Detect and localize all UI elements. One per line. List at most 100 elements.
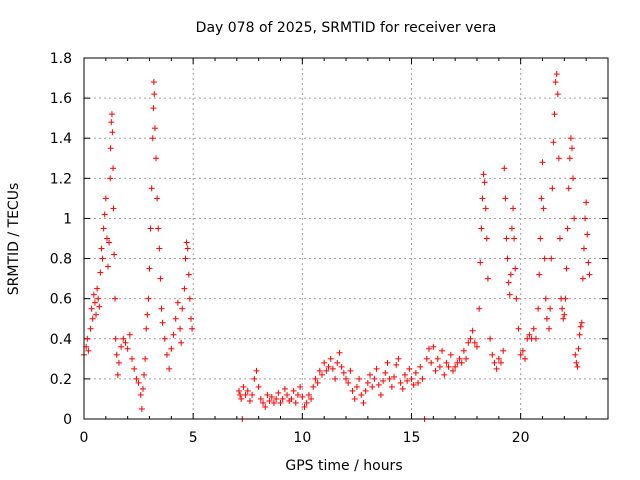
plot-frame [83, 57, 609, 420]
data-point [393, 361, 400, 368]
data-point [380, 377, 387, 384]
data-point [310, 383, 317, 390]
data-point [93, 311, 100, 318]
data-point [255, 383, 262, 390]
data-point [538, 195, 545, 202]
data-point [447, 351, 454, 358]
data-point [124, 345, 131, 352]
data-point [487, 335, 494, 342]
data-point [260, 399, 267, 406]
data-point [503, 235, 510, 242]
data-point [148, 185, 155, 192]
data-points [81, 71, 593, 422]
data-point [273, 395, 280, 402]
data-point [110, 165, 117, 172]
data-point [325, 363, 332, 370]
data-point [577, 323, 584, 330]
data-point [151, 125, 158, 132]
data-point [303, 399, 310, 406]
data-point [583, 199, 590, 206]
data-point [166, 365, 173, 372]
data-point [452, 363, 459, 370]
chart-title: Day 078 of 2025, SRMTID for receiver ver… [196, 20, 497, 36]
data-point [279, 395, 286, 402]
data-point [384, 359, 391, 366]
data-point [277, 399, 284, 406]
data-point [482, 205, 489, 212]
data-point [151, 91, 158, 98]
data-point [172, 315, 179, 322]
data-point [115, 359, 122, 366]
data-point [174, 299, 181, 306]
data-point [170, 331, 177, 338]
x-axis-label: GPS time / hours [285, 458, 402, 474]
y-tick-label: 0 [63, 412, 72, 428]
data-point [281, 385, 288, 392]
data-point [432, 367, 439, 374]
data-point [391, 373, 398, 380]
data-point [526, 331, 533, 338]
data-point [550, 139, 557, 146]
data-point [288, 395, 295, 402]
data-point [131, 365, 138, 372]
data-point [334, 359, 341, 366]
y-tick-label: 0.4 [50, 332, 72, 348]
data-point [465, 339, 472, 346]
data-point [551, 111, 558, 118]
data-point [362, 387, 369, 394]
data-point [301, 403, 308, 410]
data-point [513, 295, 520, 302]
data-point [353, 383, 360, 390]
data-point [112, 295, 119, 302]
data-point [155, 225, 162, 232]
data-point [549, 185, 556, 192]
data-point [305, 391, 312, 398]
data-point [111, 251, 118, 258]
data-point [404, 377, 411, 384]
x-tick-label: 20 [512, 430, 530, 446]
data-point [474, 343, 480, 350]
data-point [179, 305, 186, 312]
y-tick-label: 0.6 [50, 292, 72, 308]
data-point [547, 305, 554, 312]
data-point [158, 305, 165, 312]
data-point [314, 379, 321, 386]
data-point [542, 295, 549, 302]
data-point [460, 347, 467, 354]
data-point [565, 185, 572, 192]
data-point [382, 369, 389, 376]
data-point [360, 399, 367, 406]
data-point [177, 325, 184, 332]
data-point [145, 295, 152, 302]
data-point [562, 295, 569, 302]
y-tick-label: 1.8 [50, 51, 72, 67]
data-point [428, 359, 435, 366]
data-point [153, 155, 160, 162]
data-point [511, 235, 518, 242]
data-point [373, 365, 380, 372]
data-point [89, 315, 96, 322]
data-point [419, 375, 426, 382]
data-point [312, 375, 319, 382]
data-point [149, 135, 156, 142]
data-point [113, 351, 120, 358]
data-point [571, 215, 578, 222]
data-point [541, 255, 548, 262]
data-point [553, 71, 560, 78]
data-point [395, 355, 402, 362]
data-point [126, 331, 133, 338]
data-point [114, 371, 121, 378]
data-point [275, 389, 282, 396]
data-point [253, 367, 260, 374]
data-point [552, 79, 559, 86]
data-point [356, 375, 363, 382]
data-point [539, 159, 546, 166]
data-point [133, 375, 140, 382]
data-point [493, 365, 500, 372]
data-point [500, 347, 507, 354]
data-point [266, 397, 273, 404]
data-point [183, 239, 190, 246]
data-point [84, 335, 91, 342]
data-point [98, 245, 105, 252]
